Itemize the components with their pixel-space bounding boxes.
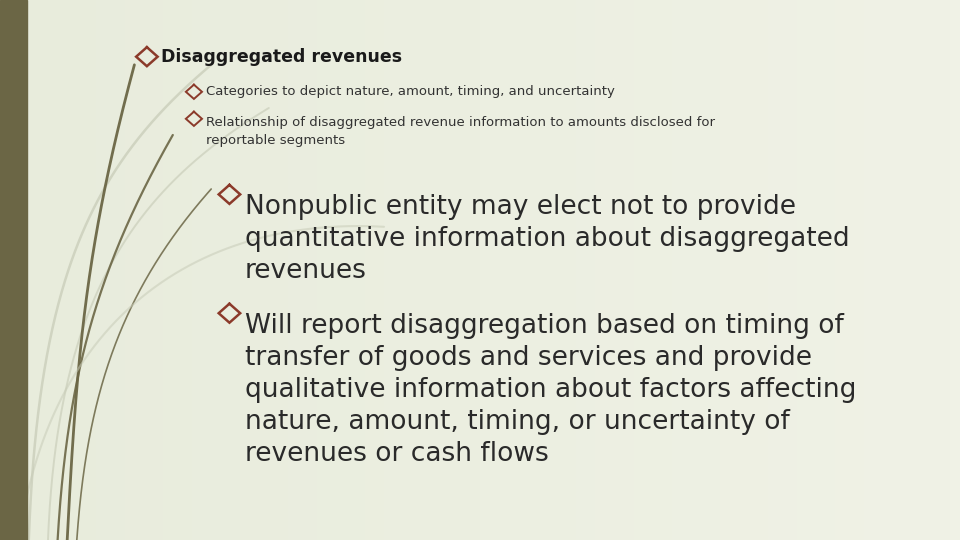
Text: Nonpublic entity may elect not to provide
quantitative information about disaggr: Nonpublic entity may elect not to provid… [245,194,850,285]
Text: Disaggregated revenues: Disaggregated revenues [161,48,402,66]
Text: Will report disaggregation based on timing of
transfer of goods and services and: Will report disaggregation based on timi… [245,313,856,467]
Text: Relationship of disaggregated revenue information to amounts disclosed for
repor: Relationship of disaggregated revenue in… [206,116,715,147]
Bar [0,0,27,540]
Text: Categories to depict nature, amount, timing, and uncertainty: Categories to depict nature, amount, tim… [206,85,615,98]
